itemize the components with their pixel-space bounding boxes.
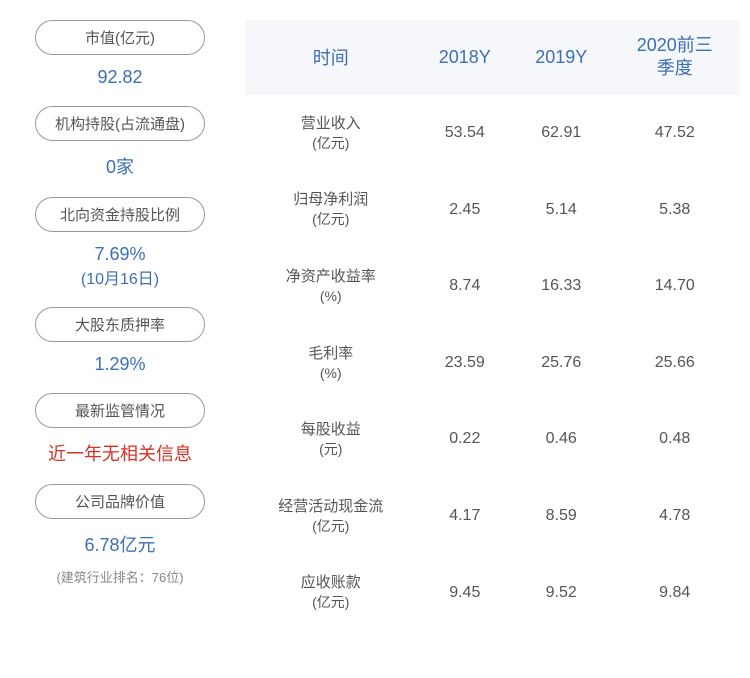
metric-value-regulation: 近一年无相关信息 bbox=[48, 436, 192, 476]
metric-label-northbound: 北向资金持股比例 bbox=[35, 197, 205, 232]
left-metrics-panel: 市值(亿元) 92.82 机构持股(占流通盘) 0家 北向资金持股比例 7.69… bbox=[10, 20, 230, 658]
cell: 4.17 bbox=[417, 478, 513, 555]
metric-label-regulation: 最新监管情况 bbox=[35, 393, 205, 428]
row-label: 毛利率(%) bbox=[245, 325, 417, 402]
row-label: 每股收益(元) bbox=[245, 401, 417, 478]
cell: 25.66 bbox=[609, 325, 740, 402]
cell: 8.59 bbox=[513, 478, 609, 555]
cell: 5.38 bbox=[609, 171, 740, 248]
metric-value-northbound: 7.69% bbox=[94, 240, 145, 265]
metric-value-marketcap: 92.82 bbox=[97, 63, 142, 98]
cell: 5.14 bbox=[513, 171, 609, 248]
row-label: 净资产收益率(%) bbox=[245, 248, 417, 325]
cell: 2.45 bbox=[417, 171, 513, 248]
metric-value-brand: 6.78亿元 bbox=[84, 527, 155, 559]
table-row: 净资产收益率(%) 8.74 16.33 14.70 bbox=[245, 248, 740, 325]
cell: 8.74 bbox=[417, 248, 513, 325]
table-body: 营业收入(亿元) 53.54 62.91 47.52 归母净利润(亿元) 2.4… bbox=[245, 95, 740, 631]
cell: 9.84 bbox=[609, 554, 740, 631]
metric-label-marketcap: 市值(亿元) bbox=[35, 20, 205, 55]
cell: 9.52 bbox=[513, 554, 609, 631]
metric-label-institution: 机构持股(占流通盘) bbox=[35, 106, 205, 141]
metric-subtext-brand: (建筑行业排名：76位) bbox=[56, 567, 183, 586]
header-2019: 2019Y bbox=[513, 20, 609, 95]
header-time: 时间 bbox=[245, 20, 417, 95]
metric-label-pledge: 大股东质押率 bbox=[35, 307, 205, 342]
row-label: 经营活动现金流(亿元) bbox=[245, 478, 417, 555]
cell: 0.22 bbox=[417, 401, 513, 478]
table-row: 毛利率(%) 23.59 25.76 25.66 bbox=[245, 325, 740, 402]
table-row: 经营活动现金流(亿元) 4.17 8.59 4.78 bbox=[245, 478, 740, 555]
header-2020q3: 2020前三季度 bbox=[609, 20, 740, 95]
row-label: 应收账款(亿元) bbox=[245, 554, 417, 631]
cell: 47.52 bbox=[609, 95, 740, 172]
metric-date-northbound: (10月16日) bbox=[81, 265, 159, 299]
cell: 53.54 bbox=[417, 95, 513, 172]
cell: 25.76 bbox=[513, 325, 609, 402]
cell: 0.48 bbox=[609, 401, 740, 478]
table-row: 营业收入(亿元) 53.54 62.91 47.52 bbox=[245, 95, 740, 172]
cell: 0.46 bbox=[513, 401, 609, 478]
cell: 16.33 bbox=[513, 248, 609, 325]
cell: 23.59 bbox=[417, 325, 513, 402]
cell: 4.78 bbox=[609, 478, 740, 555]
financial-table-panel: 时间 2018Y 2019Y 2020前三季度 营业收入(亿元) 53.54 6… bbox=[230, 20, 740, 658]
cell: 14.70 bbox=[609, 248, 740, 325]
cell: 9.45 bbox=[417, 554, 513, 631]
row-label: 归母净利润(亿元) bbox=[245, 171, 417, 248]
metric-value-institution: 0家 bbox=[106, 149, 134, 189]
header-2018: 2018Y bbox=[417, 20, 513, 95]
table-header-row: 时间 2018Y 2019Y 2020前三季度 bbox=[245, 20, 740, 95]
cell: 62.91 bbox=[513, 95, 609, 172]
financial-table: 时间 2018Y 2019Y 2020前三季度 营业收入(亿元) 53.54 6… bbox=[245, 20, 740, 631]
metric-value-pledge: 1.29% bbox=[94, 350, 145, 385]
table-row: 应收账款(亿元) 9.45 9.52 9.84 bbox=[245, 554, 740, 631]
table-row: 每股收益(元) 0.22 0.46 0.48 bbox=[245, 401, 740, 478]
row-label: 营业收入(亿元) bbox=[245, 95, 417, 172]
table-row: 归母净利润(亿元) 2.45 5.14 5.38 bbox=[245, 171, 740, 248]
metric-label-brand: 公司品牌价值 bbox=[35, 484, 205, 519]
